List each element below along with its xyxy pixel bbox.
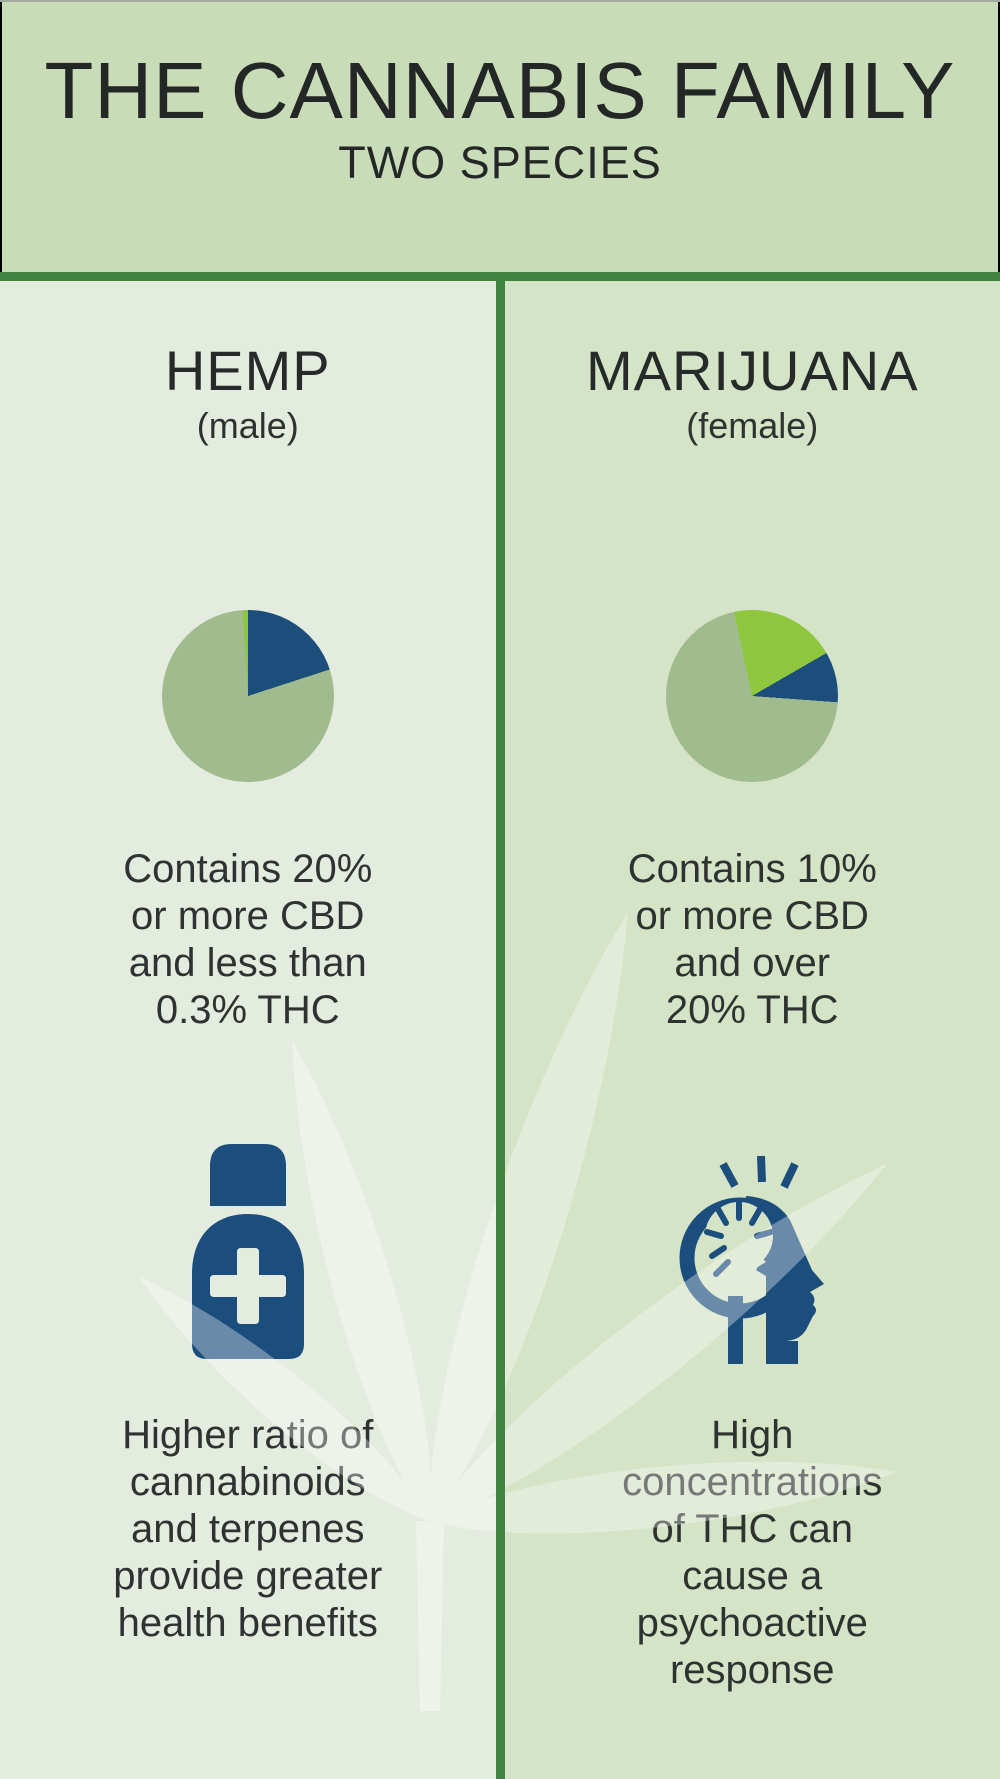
marijuana-icon-wrap	[676, 1144, 828, 1364]
hemp-effect-text: Higher ratio of cannabinoids and terpene…	[113, 1413, 383, 1645]
page-title: THE CANNABIS FAMILY	[44, 46, 956, 135]
marijuana-pie-chart	[666, 610, 839, 782]
marijuana-column: MARIJUANA (female) Contains 10% or more …	[504, 281, 1000, 1779]
marijuana-gender-label: (female)	[686, 405, 819, 446]
vertical-divider	[495, 281, 505, 1779]
hemp-title: HEMP	[164, 339, 331, 402]
marijuana-title: MARIJUANA	[585, 339, 919, 402]
hemp-icon-wrap	[191, 1144, 304, 1364]
page-subtitle: TWO SPECIES	[338, 137, 662, 189]
header: THE CANNABIS FAMILY TWO SPECIES	[0, 2, 1000, 272]
species-columns: HEMP (male) Contains 20% or more CBD and…	[0, 281, 1000, 1779]
hemp-pie-chart	[161, 610, 334, 782]
hemp-column: HEMP (male) Contains 20% or more CBD and…	[0, 281, 496, 1779]
horizontal-divider	[0, 272, 1000, 281]
medicine-bottle-icon	[191, 1144, 304, 1359]
hemp-gender-label: (male)	[196, 405, 299, 446]
marijuana-composition-text: Contains 10% or more CBD and over 20% TH…	[627, 847, 877, 1032]
hemp-composition-text: Contains 20% or more CBD and less than 0…	[123, 847, 373, 1032]
brain-head-icon	[679, 1155, 825, 1364]
marijuana-effect-text: High concentrations of THC can cause a p…	[622, 1413, 883, 1692]
